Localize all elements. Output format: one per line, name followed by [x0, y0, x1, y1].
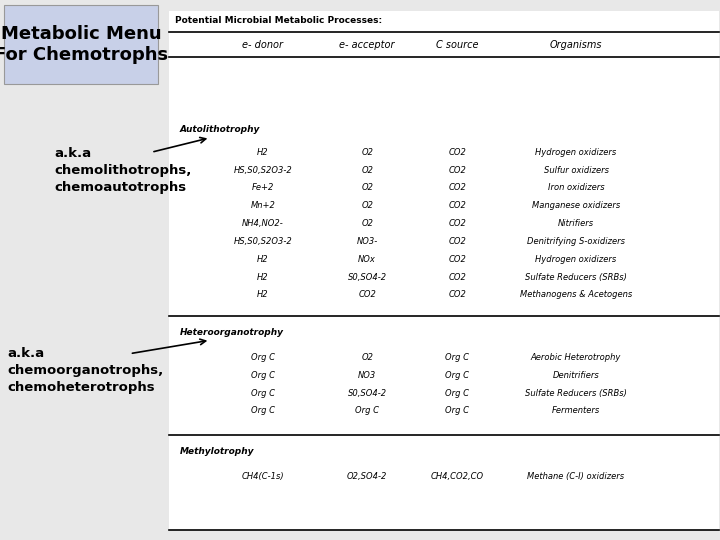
Text: Fe+2: Fe+2	[251, 184, 274, 192]
Text: NOx: NOx	[359, 255, 376, 264]
Text: NO3-: NO3-	[356, 237, 378, 246]
Text: O2: O2	[361, 201, 373, 210]
Text: Organisms: Organisms	[550, 40, 602, 50]
Text: O2: O2	[361, 148, 373, 157]
Text: CO2: CO2	[449, 184, 466, 192]
Text: Sulfur oxidizers: Sulfur oxidizers	[544, 166, 608, 174]
Text: H2: H2	[257, 148, 269, 157]
Text: Heteroorganotrophy: Heteroorganotrophy	[180, 328, 284, 336]
Text: HS,S0,S2O3-2: HS,S0,S2O3-2	[233, 166, 292, 174]
Text: HS,S0,S2O3-2: HS,S0,S2O3-2	[233, 237, 292, 246]
Text: Org C: Org C	[355, 407, 379, 415]
Text: Methane (C-I) oxidizers: Methane (C-I) oxidizers	[528, 472, 624, 481]
Text: Aerobic Heterotrophy: Aerobic Heterotrophy	[531, 353, 621, 362]
Text: CO2: CO2	[449, 237, 466, 246]
Text: Org C: Org C	[445, 371, 469, 380]
Text: Hydrogen oxidizers: Hydrogen oxidizers	[536, 148, 616, 157]
Text: Org C: Org C	[445, 353, 469, 362]
Text: O2: O2	[361, 184, 373, 192]
Text: CO2: CO2	[449, 201, 466, 210]
Text: CO2: CO2	[449, 291, 466, 299]
Bar	[169, 11, 719, 530]
Text: Metabolic Menu
For Chemotrophs: Metabolic Menu For Chemotrophs	[0, 25, 168, 64]
Text: Org C: Org C	[251, 389, 275, 397]
Text: CH4(C-1s): CH4(C-1s)	[241, 472, 284, 481]
Text: Fermenters: Fermenters	[552, 407, 600, 415]
Text: Org C: Org C	[445, 389, 469, 397]
Text: S0,SO4-2: S0,SO4-2	[348, 273, 387, 281]
Text: Nitrifiers: Nitrifiers	[558, 219, 594, 228]
Text: CH4,CO2,CO: CH4,CO2,CO	[431, 472, 484, 481]
Text: NH4,NO2-: NH4,NO2-	[242, 219, 284, 228]
Text: O2: O2	[361, 353, 373, 362]
Text: CO2: CO2	[449, 255, 466, 264]
Text: CO2: CO2	[449, 148, 466, 157]
Text: S0,SO4-2: S0,SO4-2	[348, 389, 387, 397]
Text: O2: O2	[361, 166, 373, 174]
Text: CO2: CO2	[449, 273, 466, 281]
Bar	[4, 5, 158, 84]
Text: Hydrogen oxidizers: Hydrogen oxidizers	[536, 255, 616, 264]
Text: O2,SO4-2: O2,SO4-2	[347, 472, 387, 481]
Text: Sulfate Reducers (SRBs): Sulfate Reducers (SRBs)	[525, 389, 627, 397]
Text: Potential Microbial Metabolic Processes:: Potential Microbial Metabolic Processes:	[175, 16, 382, 25]
Text: NO3: NO3	[358, 371, 377, 380]
Text: Autolithotrophy: Autolithotrophy	[180, 125, 261, 134]
Text: H2: H2	[257, 273, 269, 281]
Text: CO2: CO2	[359, 291, 376, 299]
Text: Org C: Org C	[445, 407, 469, 415]
Text: H2: H2	[257, 291, 269, 299]
Text: e- donor: e- donor	[243, 40, 283, 50]
Text: Org C: Org C	[251, 407, 275, 415]
Text: CO2: CO2	[449, 219, 466, 228]
Text: Org C: Org C	[251, 371, 275, 380]
Text: O2: O2	[361, 219, 373, 228]
Text: Denitrifying S-oxidizers: Denitrifying S-oxidizers	[527, 237, 625, 246]
Text: C source: C source	[436, 40, 479, 50]
Text: e- acceptor: e- acceptor	[339, 40, 395, 50]
Text: Methanogens & Acetogens: Methanogens & Acetogens	[520, 291, 632, 299]
Text: a.k.a
chemolithotrophs,
chemoautotrophs: a.k.a chemolithotrophs, chemoautotrophs	[54, 146, 192, 194]
Text: Manganese oxidizers: Manganese oxidizers	[532, 201, 620, 210]
Text: H2: H2	[257, 255, 269, 264]
Text: Mn+2: Mn+2	[251, 201, 275, 210]
Text: a.k.a
chemoorganotrophs,
chemoheterotrophs: a.k.a chemoorganotrophs, chemoheterotrop…	[7, 347, 163, 395]
Text: CO2: CO2	[449, 166, 466, 174]
Text: Sulfate Reducers (SRBs): Sulfate Reducers (SRBs)	[525, 273, 627, 281]
Text: Org C: Org C	[251, 353, 275, 362]
Text: Denitrifiers: Denitrifiers	[553, 371, 599, 380]
Text: Methylotrophy: Methylotrophy	[180, 448, 254, 456]
Text: Iron oxidizers: Iron oxidizers	[548, 184, 604, 192]
